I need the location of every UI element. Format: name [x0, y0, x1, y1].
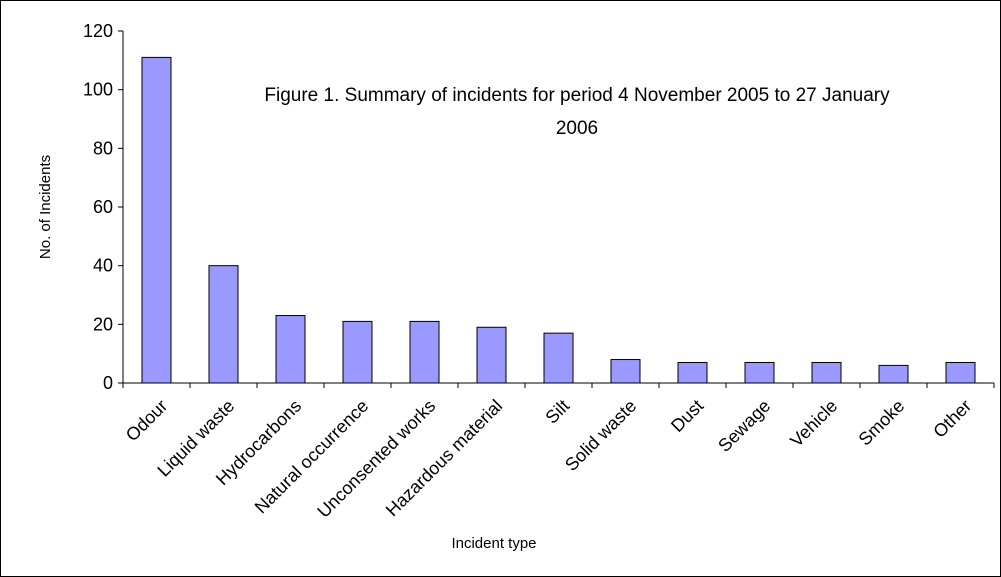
x-category-label: Smoke [855, 396, 909, 450]
y-ticks-group: 0 20 40 60 80 100 120 [83, 21, 123, 393]
x-category-label: Vehicle [786, 396, 841, 451]
bar-sewage [744, 361, 775, 384]
y-tick-label: 0 [103, 373, 113, 393]
bar-silt [543, 332, 574, 384]
y-axis-title: No. of Incidents [37, 155, 54, 259]
x-category-label: Unconsented works [313, 396, 439, 522]
y-tick-label: 60 [93, 197, 113, 217]
chart-title-line-1: Figure 1. Summary of incidents for perio… [264, 85, 890, 106]
x-category-label: Natural occurrence [251, 396, 373, 518]
bar-dust [677, 361, 708, 384]
bars-group [141, 56, 976, 384]
y-tick-label: 100 [83, 80, 113, 100]
y-tick-label: 80 [93, 138, 113, 158]
bar-other [945, 361, 976, 384]
x-category-label: Sewage [714, 396, 774, 456]
x-category-label: Other [929, 396, 975, 442]
bar-hazardous-material [476, 326, 507, 384]
chart-title-line-2: 2006 [556, 118, 598, 139]
bar-liquid-waste [208, 265, 239, 384]
y-tick-label: 40 [93, 256, 113, 276]
x-category-label: Hazardous material [382, 396, 507, 521]
y-tick-label: 120 [83, 21, 113, 41]
x-category-label: Dust [667, 396, 707, 436]
x-category-label: Silt [541, 396, 573, 428]
bar-smoke [878, 364, 909, 384]
x-axis-title: Incident type [451, 535, 536, 552]
x-category-label: Solid waste [561, 396, 640, 475]
x-category-label: Odour [122, 396, 172, 446]
bar-unconsented-works [409, 320, 440, 384]
bar-vehicle [811, 361, 842, 384]
bar-odour [141, 56, 172, 384]
bar-natural-occurrence [342, 320, 373, 384]
bar-solid-waste [610, 359, 641, 384]
y-tick-label: 20 [93, 314, 113, 334]
y-axis-title-group: No. of Incidents [37, 155, 54, 259]
bar-hydrocarbons [275, 315, 306, 384]
